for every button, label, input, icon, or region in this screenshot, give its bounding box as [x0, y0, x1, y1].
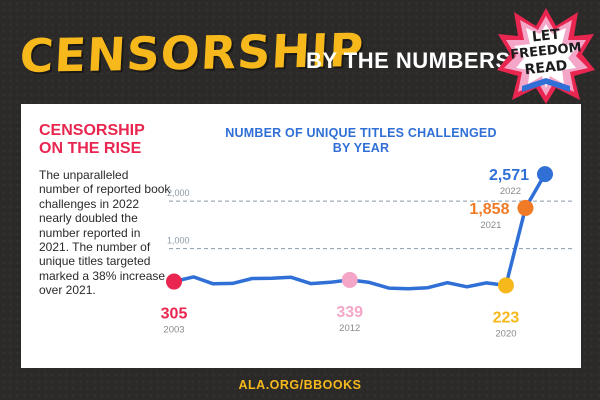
- series-line: [172, 172, 547, 291]
- data-label-value-2003: 305: [161, 306, 188, 323]
- data-label-value-2021: 1,858: [469, 201, 509, 218]
- header-subtitle: BY THE NUMBERS: [306, 48, 511, 73]
- data-label-year-2021: 2021: [480, 220, 501, 231]
- footer-url: ALA.ORG/BBOOKS: [238, 378, 362, 392]
- data-label-year-2020: 2020: [495, 328, 516, 339]
- data-point-2020: [497, 277, 514, 294]
- logo-burst: [497, 8, 595, 104]
- data-label-year-2012: 2012: [339, 323, 360, 334]
- data-label-value-2022: 2,571: [489, 167, 529, 184]
- sidebar-heading: CENSORSHIP ON THE RISE: [39, 122, 145, 157]
- data-point-2003: [166, 273, 182, 290]
- data-label-value-2020: 223: [493, 309, 520, 326]
- data-point-2022: [537, 166, 553, 183]
- data-point-2021: [517, 199, 534, 216]
- chart-title: NUMBER OF UNIQUE TITLES CHALLENGED BY YE…: [225, 126, 497, 155]
- data-label-year-2003: 2003: [163, 325, 184, 336]
- let-freedom-read-logo: LET FREEDOM READ: [496, 6, 596, 106]
- line-chart: 1,000 2,000 305 2003 339 2012 223 2020 1,858 2021…: [161, 166, 573, 339]
- data-label-year-2022: 2022: [500, 186, 521, 197]
- y-tick-label-2000: 2,000: [167, 188, 190, 198]
- sidebar-body: The unparalleled number of reported book…: [39, 168, 171, 298]
- chart-panel: CENSORSHIP ON THE RISE The unparalleled …: [21, 104, 581, 368]
- data-point-2012: [341, 271, 358, 288]
- y-tick-label-1000: 1,000: [167, 236, 190, 246]
- data-label-value-2012: 339: [336, 304, 363, 321]
